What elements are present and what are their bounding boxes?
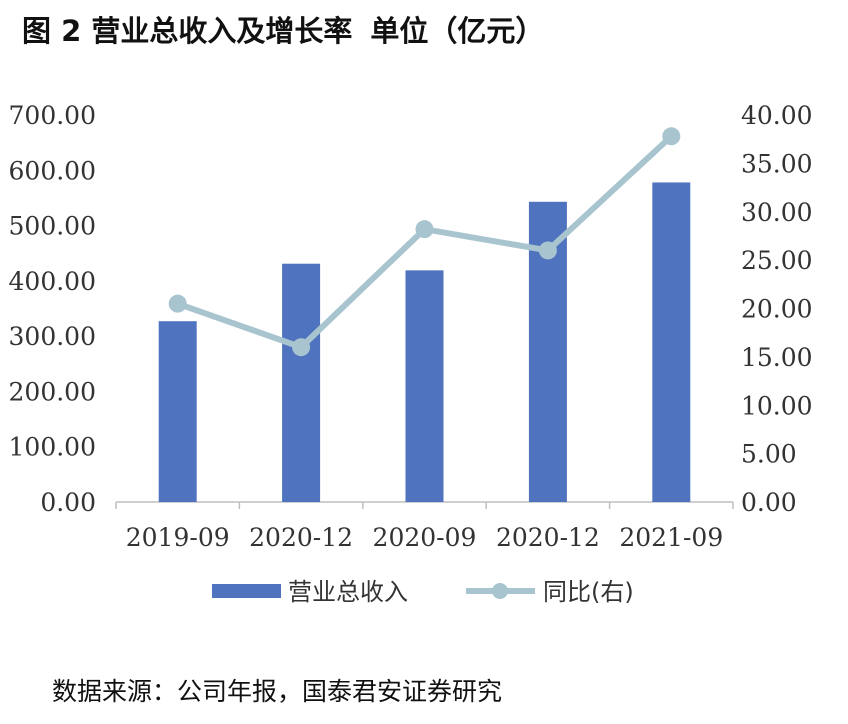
yoy-growth-point [415,220,434,239]
legend-yoy-marker [492,583,508,599]
yoy-growth-point [168,294,187,313]
right-axis-tick-label: 30.00 [741,198,813,227]
right-axis-tick-label: 25.00 [741,246,813,275]
yoy-growth-point [662,127,681,146]
x-axis-category-label: 2020-12 [249,523,353,552]
right-axis-tick-label: 15.00 [741,343,813,372]
right-axis-tick-label: 20.00 [741,295,813,324]
x-axis-category-label: 2020-12 [496,523,600,552]
legend-yoy-label: 同比(右) [543,578,634,606]
left-axis-tick-label: 400.00 [9,267,96,296]
source-note: 数据来源：公司年报，国泰君安证券研究 [52,677,503,706]
right-axis-tick-label: 10.00 [741,391,813,420]
left-axis-tick-label: 700.00 [9,101,96,130]
revenue-bar [158,321,197,502]
right-axis-tick-label: 40.00 [741,101,813,130]
revenue-bar [282,263,321,502]
legend-revenue-swatch [212,584,281,598]
yoy-growth-point [538,241,557,260]
left-axis-tick-label: 500.00 [9,212,96,241]
x-axis-category-label: 2021-09 [619,523,723,552]
x-axis-category-label: 2019-09 [126,523,230,552]
yoy-growth-point [292,338,311,357]
chart-title: 图 2 营业总收入及增长率 单位（亿元） [22,8,544,50]
x-axis-category-label: 2020-09 [373,523,477,552]
right-axis-tick-label: 5.00 [741,440,797,469]
right-axis-tick-label: 0.00 [741,488,797,517]
revenue-bar [405,270,444,502]
title-unit: 单位（亿元） [370,14,545,48]
left-axis-tick-label: 200.00 [9,377,96,406]
chart: 0.00 100.00 200.00 300.00 400.00 500.00 600.00… [9,101,813,606]
left-axis-tick-label: 100.00 [9,433,96,462]
left-axis-tick-label: 0.00 [40,488,96,517]
right-axis-tick-label: 35.00 [741,149,813,178]
legend-revenue-label: 营业总收入 [288,578,408,606]
left-axis-tick-label: 300.00 [9,322,96,351]
title-figure: 图 2 营业总收入及增长率 [22,14,353,48]
left-axis-tick-label: 600.00 [9,156,96,185]
revenue-bar [652,182,691,502]
